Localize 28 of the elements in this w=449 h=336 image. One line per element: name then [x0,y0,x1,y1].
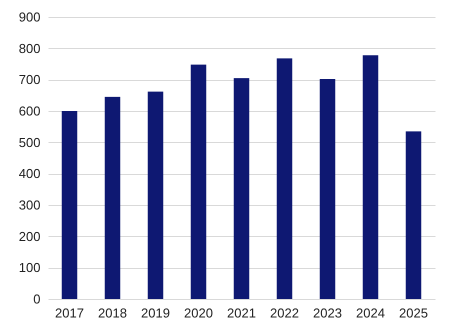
bar [234,78,250,299]
x-tick-label: 2018 [98,306,127,320]
bar [276,58,292,299]
y-tick-label: 800 [18,40,40,56]
y-tick-label: 0 [33,292,40,306]
x-tick-label: 2023 [313,306,342,320]
x-tick-label: 2021 [227,306,256,320]
y-tick-label: 900 [18,10,40,24]
x-tick-label: 2020 [184,306,213,320]
y-tick-label: 200 [18,228,40,244]
x-tick-label: 2025 [399,306,428,320]
y-tick-label: 700 [18,72,40,88]
y-tick-label: 100 [18,260,40,276]
x-tick-label: 2024 [356,306,385,320]
bar [104,96,120,299]
y-tick-label: 500 [18,134,40,150]
x-tick-label: 2019 [141,306,170,320]
bar [62,111,78,299]
y-tick-label: 400 [18,166,40,182]
bar [362,55,378,299]
bar [406,131,422,299]
bar [190,64,206,299]
bar [320,79,336,299]
y-tick-label: 600 [18,104,40,118]
x-tick-label: 2022 [270,306,299,320]
bar [148,92,164,299]
y-tick-label: 300 [18,198,40,212]
x-tick-label: 2017 [55,306,84,320]
